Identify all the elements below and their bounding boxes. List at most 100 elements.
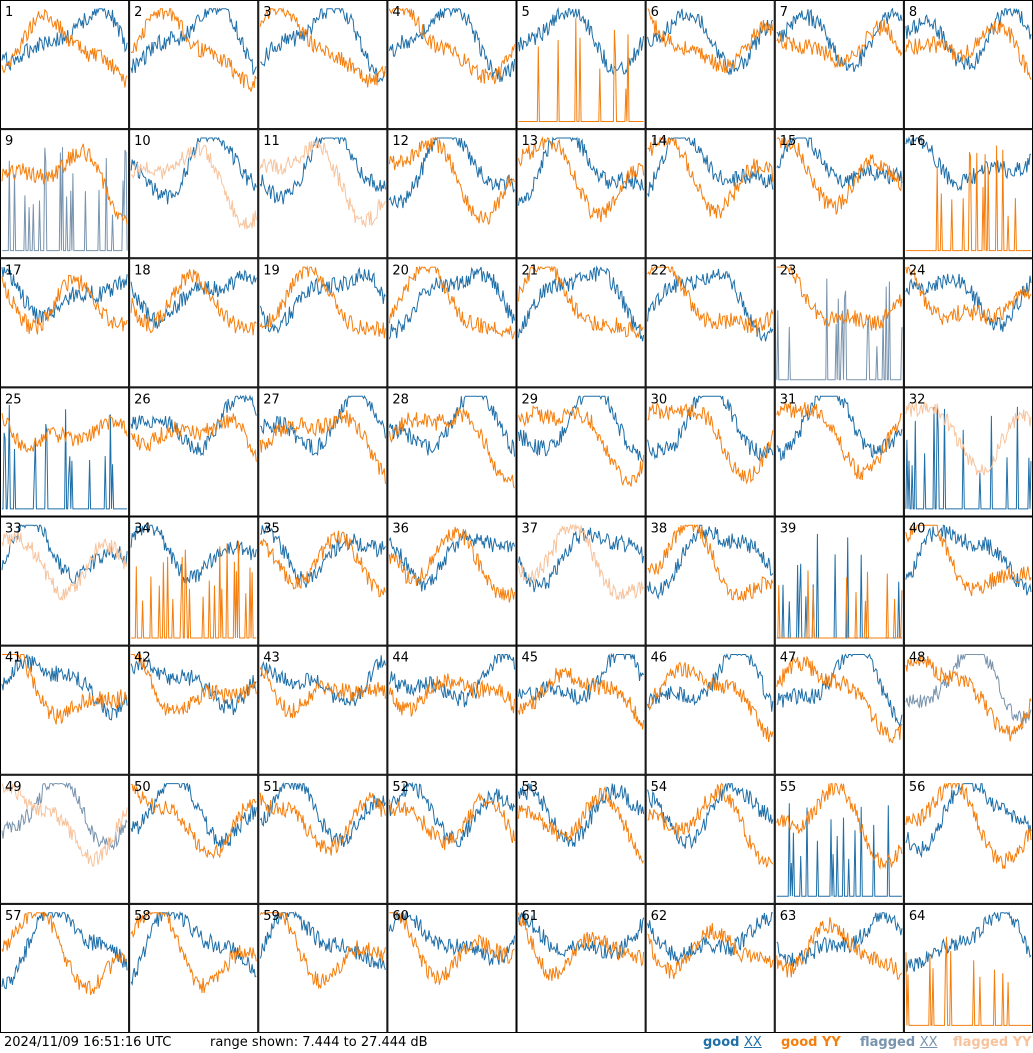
trace-xx-58 [130,910,257,986]
panel-63: 63 [774,903,904,1033]
trace-xx-18 [130,269,257,329]
panel-37: 37 [516,516,646,646]
panel-27: 27 [258,387,388,517]
trace-xx-37 [518,527,645,593]
panel-frame-61 [516,903,646,1033]
panel-label-28: 28 [392,392,409,407]
panel-14: 14 [645,129,775,259]
trace-yy-29 [518,405,645,487]
panel-28: 28 [387,387,517,517]
panel-label-32: 32 [909,392,926,407]
trace-yy-57 [1,911,128,996]
panel-label-40: 40 [909,522,926,537]
panel-46: 46 [645,645,775,775]
panel-frame-6 [645,0,775,130]
panel-label-31: 31 [780,392,797,407]
panel-40: 40 [903,516,1033,646]
trace-xx-1 [1,7,128,72]
trace-xx-53 [518,783,645,847]
trace-xx-21 [518,265,645,342]
trace-xx-19 [259,266,386,334]
panel-25: 25 [0,387,130,517]
panel-4: 4 [387,0,517,130]
panel-frame-1 [0,0,130,130]
panel-frame-13 [516,129,646,259]
panel-frame-17 [0,258,130,388]
panel-label-56: 56 [909,780,926,795]
trace-yy-61 [518,912,645,981]
panel-label-2: 2 [134,5,142,20]
trace-yy-9 [1,143,128,225]
panel-frame-43 [258,645,388,775]
panel-56: 56 [903,774,1033,904]
trace-yy-14 [647,136,774,219]
legend-flagged-yy: flagged YY [953,1033,1032,1053]
panel-label-6: 6 [651,5,659,20]
panel-15: 15 [774,129,904,259]
trace-yy-21 [518,265,644,339]
panel-label-47: 47 [780,651,797,666]
panel-label-25: 25 [5,392,22,407]
trace-yy-28 [388,406,515,489]
trace-yy-53 [518,785,645,864]
panel-44: 44 [387,645,517,775]
panel-11: 11 [258,129,388,259]
trace-xx-11 [259,136,386,205]
legend-good-yy-word: good [781,1035,818,1050]
trace-xx-39 [776,533,902,639]
trace-yy-31 [776,402,903,481]
trace-yy-22 [647,265,774,335]
legend-good-yy: good YY [781,1033,841,1053]
panel-label-41: 41 [5,651,22,666]
panel-frame-12 [387,129,517,259]
panel-label-9: 9 [5,134,13,149]
panel-frame-7 [774,0,904,130]
trace-yy-1 [1,8,128,88]
panel-frame-42 [129,645,259,775]
panel-frame-58 [129,903,259,1033]
legend-flagged-yy-pol: YY [1012,1035,1032,1050]
trace-yy-27 [259,410,386,485]
panel-frame-2 [129,0,259,130]
trace-xx-36 [388,528,515,592]
trace-yy-46 [647,661,774,743]
panel-frame-23 [774,258,904,388]
panel-frame-25 [0,387,130,517]
trace-xx-25 [2,404,128,510]
panel-label-10: 10 [134,134,151,149]
panel-label-20: 20 [392,263,409,278]
panel-label-39: 39 [780,522,797,537]
panel-label-53: 53 [522,780,539,795]
trace-xx-27 [260,395,386,457]
trace-xx-4 [388,7,515,83]
panel-label-48: 48 [909,651,926,666]
panel-label-27: 27 [263,392,280,407]
trace-yy-25 [1,413,128,453]
trace-yy-47 [776,655,903,744]
trace-yy-51 [259,792,386,856]
legend-good-yy-pol: YY [822,1035,841,1050]
trace-yy-26 [130,413,257,462]
trace-xx-23 [776,278,903,381]
trace-yy-52 [388,792,515,851]
trace-yy-35 [259,530,386,598]
trace-yy-55 [776,783,903,870]
panel-label-11: 11 [263,134,280,149]
panel-frame-54 [645,774,775,904]
trace-xx-2 [130,7,257,75]
panel-43: 43 [258,645,388,775]
panel-label-33: 33 [5,522,22,537]
panel-frame-39 [774,516,904,646]
trace-yy-48 [905,654,1032,742]
trace-yy-43 [259,664,386,719]
panel-frame-27 [258,387,388,517]
trace-yy-17 [1,274,128,335]
panel-label-58: 58 [134,909,151,924]
panel-frame-20 [387,258,517,388]
trace-yy-39 [776,570,903,639]
panel-label-45: 45 [522,651,539,666]
panel-frame-57 [0,903,130,1033]
panel-64: 64 [903,903,1033,1033]
panel-label-29: 29 [522,392,539,407]
panel-35: 35 [258,516,388,646]
